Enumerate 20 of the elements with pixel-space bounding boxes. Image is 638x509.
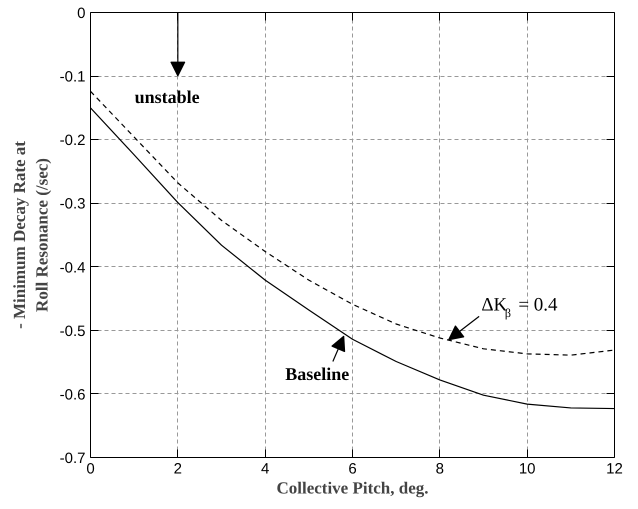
y-tick-label: -0.1 — [60, 68, 86, 86]
x-axis-title: Collective Pitch, deg. — [276, 478, 429, 498]
y-tick-label: -0.6 — [60, 386, 86, 404]
y-tick-label: -0.7 — [60, 450, 86, 467]
y-axis-title: - Minimum Decay Rate at Roll Resonance (/sec) — [10, 140, 52, 329]
x-tick-label: 12 — [606, 460, 623, 478]
x-tick-label: 8 — [436, 460, 444, 478]
x-tick-label: 10 — [518, 460, 536, 478]
x-tick-label: 2 — [174, 460, 182, 478]
y-tick-label: -0.4 — [60, 259, 86, 276]
line-series — [90, 107, 614, 410]
y-tick-label: 0 — [77, 5, 86, 22]
annotation: unstable — [134, 87, 200, 108]
legend-label: Baseline — [285, 364, 350, 384]
line-series — [90, 90, 614, 356]
x-tick-label: 6 — [348, 460, 357, 478]
y-tick-label: -0.2 — [60, 132, 86, 150]
x-tick-label: 4 — [260, 460, 270, 478]
y-tick-label: -0.5 — [60, 322, 86, 340]
y-tick-label: -0.3 — [60, 196, 86, 213]
